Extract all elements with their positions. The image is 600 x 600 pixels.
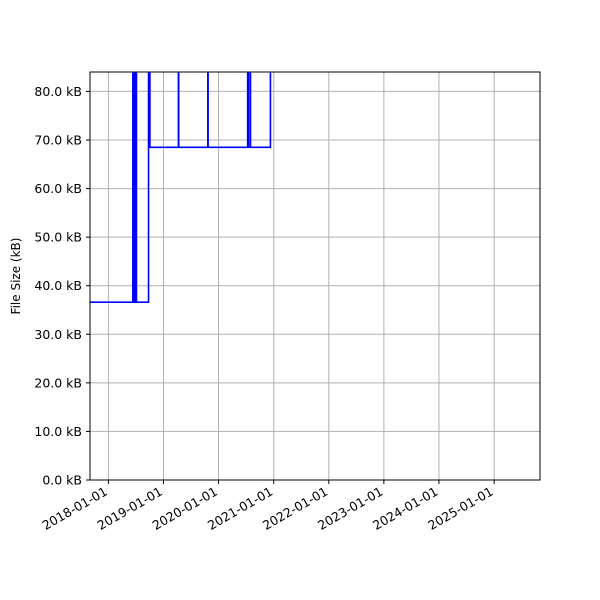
y-tick-label: 10.0 kB bbox=[34, 424, 82, 439]
y-tick-label: 0.0 kB bbox=[42, 473, 82, 488]
y-tick-label: 20.0 kB bbox=[34, 375, 82, 390]
y-axis-label: File Size (kB) bbox=[9, 238, 23, 315]
y-tick-label: 60.0 kB bbox=[34, 181, 82, 196]
plot-frame bbox=[89, 71, 541, 481]
y-tick-label: 30.0 kB bbox=[34, 327, 82, 342]
plot-area bbox=[90, 72, 272, 304]
y-tick-label: 80.0 kB bbox=[34, 84, 82, 99]
file-size-series-line bbox=[90, 72, 272, 304]
y-axis: 0.0 kB 10.0 kB 20.0 kB 30.0 kB 40.0 kB 50.0 k… bbox=[34, 84, 90, 488]
y-tick-label: 40.0 kB bbox=[34, 278, 82, 293]
grid-layer bbox=[90, 72, 540, 481]
y-tick-label: 70.0 kB bbox=[34, 133, 82, 148]
y-tick-label: 50.0 kB bbox=[34, 230, 82, 245]
x-axis: 2018-01-012019-01-012020-01-012021-01-01… bbox=[39, 480, 496, 533]
